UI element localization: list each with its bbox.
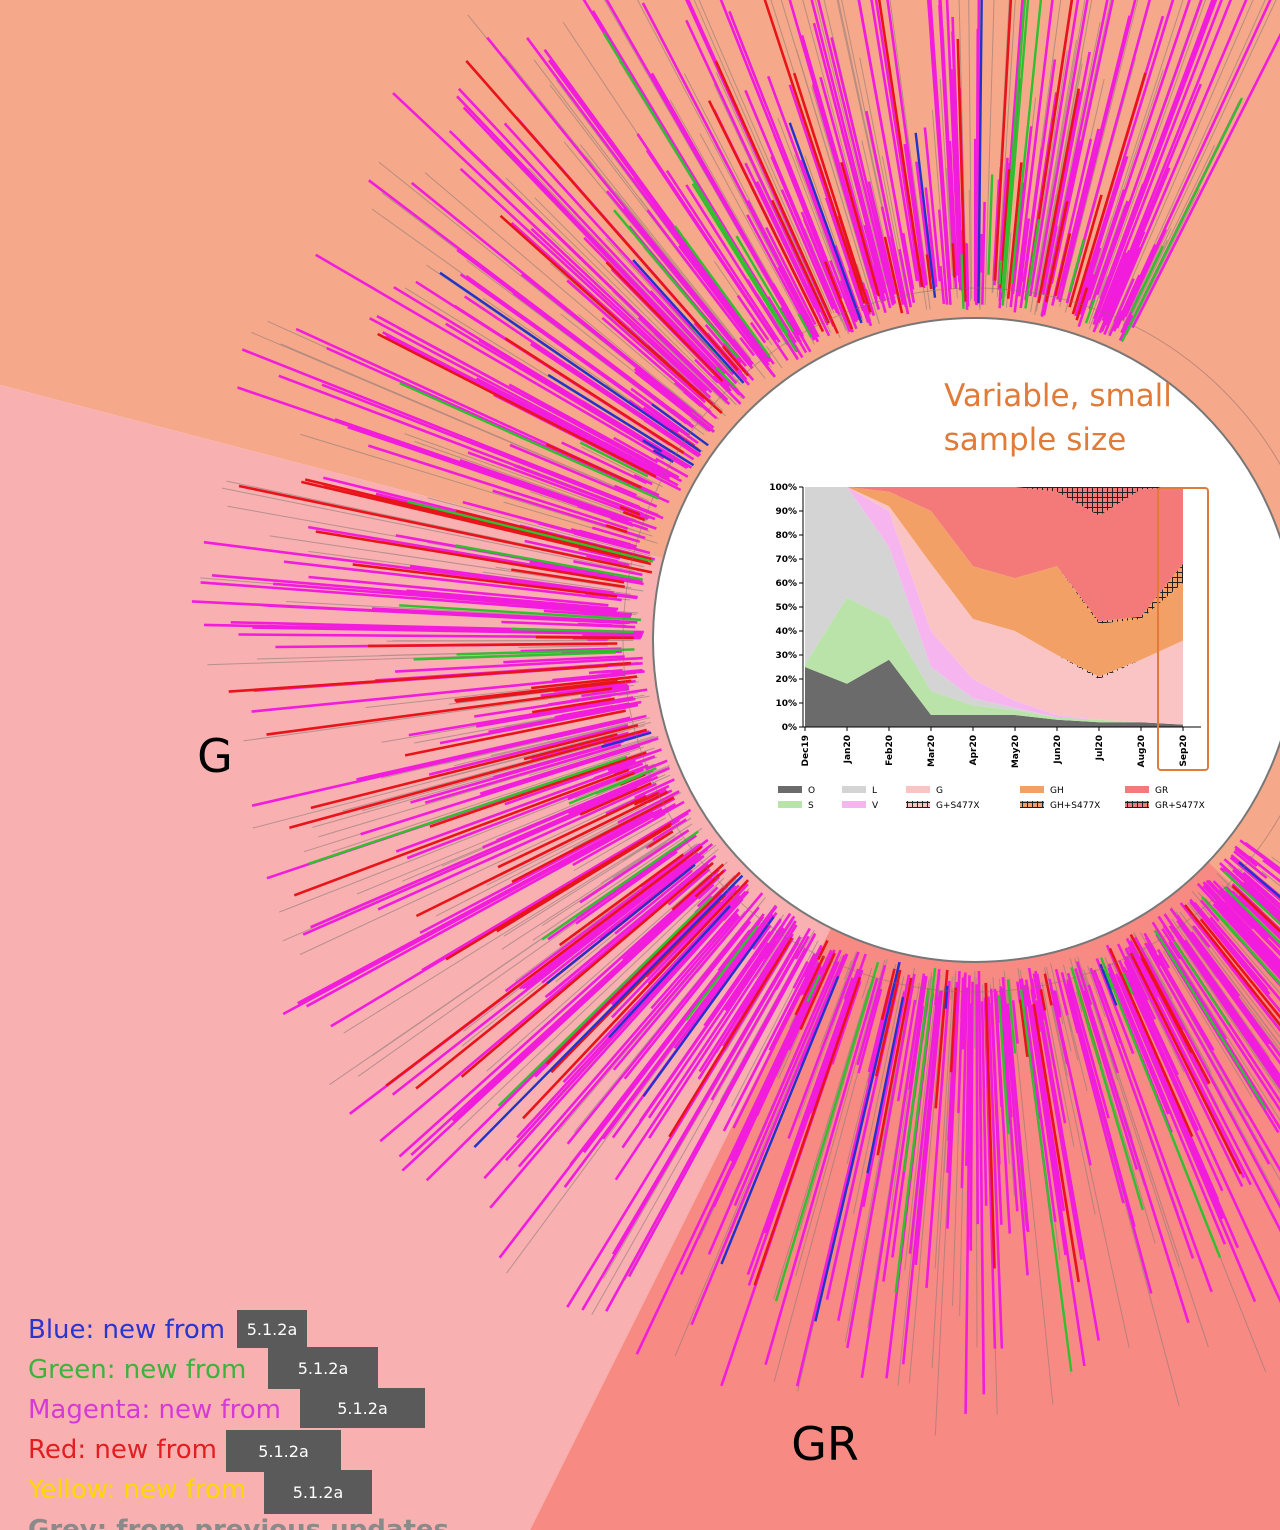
version-badge-text: 5.1.2a (293, 1483, 344, 1502)
version-badge-text: 5.1.2a (247, 1320, 298, 1339)
x-tick-label: Dec19 (801, 735, 811, 766)
x-tick-label: Jul20 (1095, 735, 1105, 761)
version-badge (264, 1470, 372, 1514)
x-tick-label: Sep20 (1179, 735, 1189, 767)
area (805, 487, 1183, 725)
area (805, 487, 1183, 516)
x-tick-label: Jun20 (1053, 735, 1063, 765)
area (805, 487, 1183, 725)
tree-ring (622, 287, 1280, 993)
legend-label: G+S477X (936, 801, 980, 811)
clade-label: G (197, 729, 233, 783)
area (805, 659, 1183, 727)
clade-label: GR (791, 1417, 859, 1471)
legend-label: GH (1050, 786, 1064, 796)
inset-chart: 0% 10% 20% 30% 40% 50% 60% 70% 80% 90% 100% Dec19 Ja… (769, 483, 1205, 811)
legend-label: O (808, 786, 815, 796)
version-badge-text: 5.1.2a (258, 1442, 309, 1461)
legend-label: GH+S477X (1050, 801, 1100, 811)
legend-label: S (808, 801, 814, 811)
legend-swatch (842, 801, 866, 808)
y-tick-label: 0% (782, 723, 797, 733)
legend-label: L (872, 786, 877, 796)
legend-label: GR (1155, 786, 1168, 796)
tree (191, 0, 1280, 1436)
version-badge-text: 5.1.2a (337, 1399, 388, 1418)
y-tick-label: 70% (775, 555, 797, 565)
version-badge (268, 1347, 378, 1389)
annotation: Variable, small (944, 378, 1172, 414)
area (805, 487, 1183, 725)
legend-text: Blue: new from (28, 1315, 225, 1345)
y-tick-label: 30% (775, 651, 797, 661)
area (805, 487, 1183, 677)
legend-swatch (778, 786, 802, 793)
y-tick-label: 10% (775, 699, 797, 709)
annotation: sample size (944, 422, 1127, 458)
tree-branches (308, 0, 1280, 1372)
legend-text: Grey: from previous updates (28, 1515, 449, 1530)
legend-text: Green: new from (28, 1355, 246, 1385)
y-tick-label: 50% (775, 603, 797, 613)
legend-text: Magenta: new from (28, 1395, 281, 1425)
legend-label: GR+S477X (1155, 801, 1205, 811)
x-tick-label: May20 (1011, 735, 1021, 768)
legend-swatch (906, 801, 930, 808)
x-tick-label: Jan20 (843, 735, 853, 764)
y-tick-label: 90% (775, 507, 797, 517)
legend-label: G (936, 786, 943, 796)
x-tick-label: Feb20 (885, 735, 895, 766)
x-tick-label: Mar20 (927, 735, 937, 767)
version-badge (300, 1388, 425, 1428)
highlight-box (1157, 487, 1209, 771)
legend-swatch (778, 801, 802, 808)
y-tick-label: 40% (775, 627, 797, 637)
legend-swatch (1125, 801, 1149, 808)
x-tick-label: Apr20 (969, 735, 979, 765)
x-tick-label: Aug20 (1137, 735, 1147, 767)
area (805, 597, 1183, 725)
version-badge (237, 1310, 307, 1348)
version-badge (226, 1430, 341, 1472)
legend-swatch (1125, 786, 1149, 793)
y-tick-label: 60% (775, 579, 797, 589)
legend-text: Red: new from (28, 1435, 217, 1465)
y-tick-label: 20% (775, 675, 797, 685)
y-tick-label: 100% (769, 483, 797, 493)
legend-swatch (906, 786, 930, 793)
area (805, 487, 1183, 622)
legend-label: V (872, 801, 879, 811)
y-tick-label: 80% (775, 531, 797, 541)
version-badge-text: 5.1.2a (298, 1359, 349, 1378)
legend-swatch (1020, 786, 1044, 793)
legend-swatch (842, 786, 866, 793)
legend-swatch (1020, 801, 1044, 808)
legend-text: Yellow: new from (27, 1475, 246, 1505)
tree-branches (439, 0, 1280, 1322)
